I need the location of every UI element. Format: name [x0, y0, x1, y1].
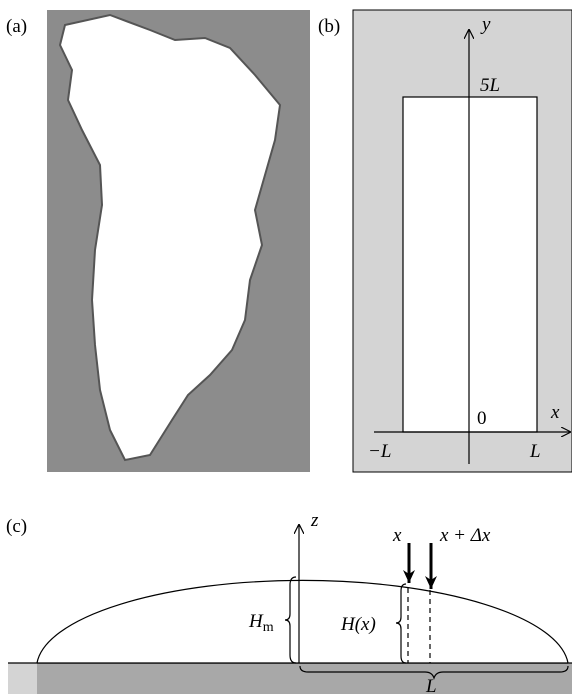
axis-label: z	[310, 510, 319, 531]
panel-label: (a)	[6, 16, 27, 37]
height-label: H(x)	[340, 614, 376, 635]
panel-label: (c)	[6, 516, 27, 537]
panel-label: (b)	[318, 16, 340, 37]
axis-label: 5L	[480, 75, 500, 96]
position-label: x + Δx	[439, 525, 491, 546]
bedrock	[8, 663, 572, 694]
axis-label: y	[480, 14, 491, 35]
axis-label: 0	[477, 408, 487, 429]
position-label: x	[392, 525, 402, 546]
bedrock-edge	[8, 663, 37, 694]
height-symbol: H	[248, 611, 264, 632]
length-label: L	[425, 676, 437, 694]
domain-rectangle	[403, 97, 537, 432]
height-subscript: m	[263, 620, 274, 635]
axis-label: L	[529, 441, 541, 462]
axis-label: x	[550, 402, 560, 423]
figure: (a) (b) y 5L x 0 −L L (c) z Hm x x + Δx …	[0, 0, 572, 694]
page: (a) (b) y 5L x 0 −L L (c) z Hm x x + Δx …	[0, 0, 572, 694]
ice-profile	[37, 580, 568, 663]
axis-label: −L	[368, 441, 391, 462]
